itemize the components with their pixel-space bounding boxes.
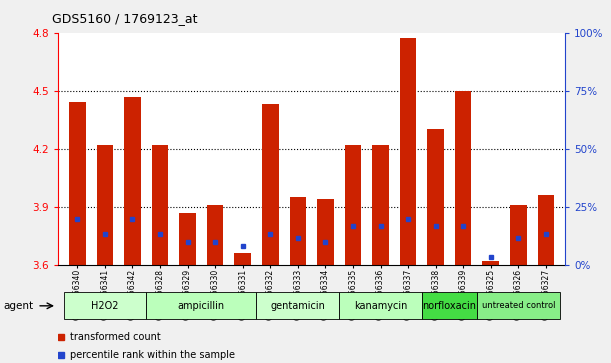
- Bar: [317, 199, 334, 265]
- Bar: [483, 261, 499, 265]
- Text: ampicillin: ampicillin: [178, 301, 225, 311]
- Bar: [538, 195, 554, 265]
- Bar: [400, 38, 416, 265]
- Bar: [262, 104, 279, 265]
- Bar: [345, 145, 361, 265]
- Bar: [427, 130, 444, 265]
- Bar: [97, 145, 113, 265]
- Bar: [455, 91, 472, 265]
- Text: kanamycin: kanamycin: [354, 301, 407, 311]
- Text: percentile rank within the sample: percentile rank within the sample: [70, 350, 235, 360]
- Bar: [179, 213, 196, 265]
- Bar: [257, 292, 339, 319]
- Text: gentamicin: gentamicin: [271, 301, 325, 311]
- Bar: [510, 205, 527, 265]
- Bar: [290, 197, 306, 265]
- Bar: [146, 292, 257, 319]
- Bar: [124, 97, 141, 265]
- Text: norfloxacin: norfloxacin: [422, 301, 477, 311]
- Bar: [69, 102, 86, 265]
- Bar: [207, 205, 224, 265]
- Text: untreated control: untreated control: [481, 301, 555, 310]
- Text: GDS5160 / 1769123_at: GDS5160 / 1769123_at: [52, 12, 197, 25]
- Bar: [339, 292, 422, 319]
- Text: agent: agent: [3, 301, 33, 311]
- Bar: [152, 145, 168, 265]
- Bar: [422, 292, 477, 319]
- Bar: [235, 253, 251, 265]
- Bar: [64, 292, 146, 319]
- Bar: [477, 292, 560, 319]
- Text: H2O2: H2O2: [91, 301, 119, 311]
- Text: transformed count: transformed count: [70, 332, 161, 342]
- Bar: [372, 145, 389, 265]
